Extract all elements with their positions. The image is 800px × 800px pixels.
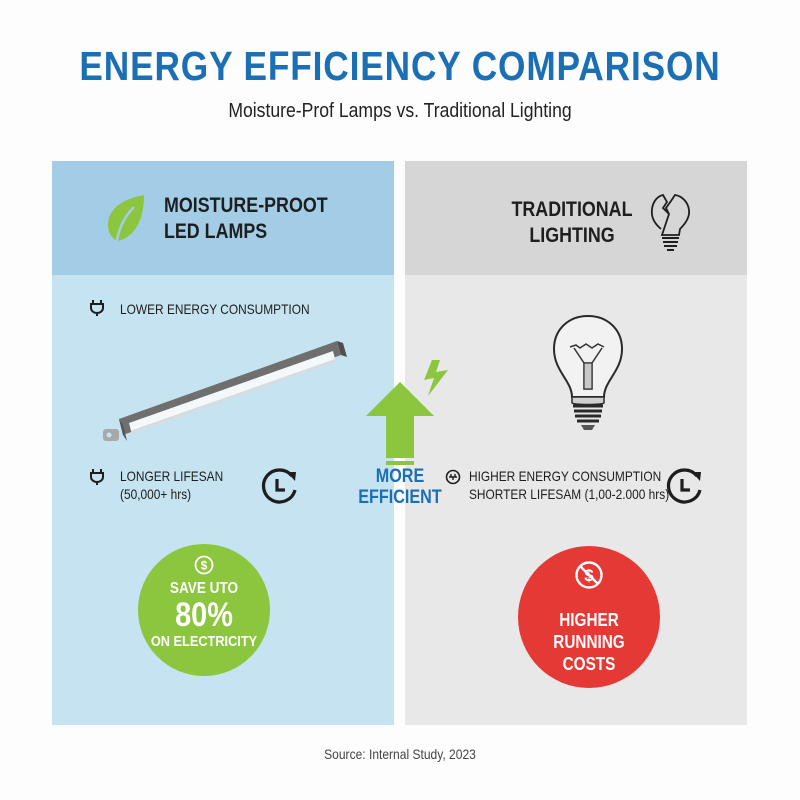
- savings-badge: $ SAVE UTO 80% ON ELECTRICITY: [138, 544, 270, 676]
- efficiency-up-arrow-icon: [366, 382, 434, 466]
- svg-text:$: $: [201, 559, 208, 573]
- led-panel: MOISTURE-PROOT LED LAMPS LOWER ENERGY CO…: [52, 161, 394, 725]
- page-subtitle: Moisture-Prof Lamps vs. Traditional Ligh…: [228, 100, 572, 122]
- more-efficient-line2: EFFICIENT: [358, 487, 442, 508]
- more-efficient-line1: MORE: [375, 466, 425, 487]
- costs-line1: HIGHER: [559, 610, 619, 630]
- traditional-feature-energy: HIGHER ENERGY CONSUMPTION: [469, 468, 662, 484]
- lightning-bolt-icon: [424, 360, 450, 396]
- source-citation: Source: Internal Study, 2023: [324, 746, 476, 762]
- led-feature-lifespan-hours: (50,000+ hrs): [120, 486, 192, 502]
- clock-refresh-icon: [258, 466, 300, 508]
- traditional-panel-header: TRADITIONAL LIGHTING: [405, 161, 747, 275]
- traditional-title-line2: LIGHTING: [529, 224, 615, 247]
- savings-line1: SAVE UTO: [169, 580, 239, 597]
- led-feature-energy: LOWER ENERGY CONSUMPTION: [120, 301, 310, 317]
- traditional-panel: TRADITIONAL LIGHTING HIGHER ENERGY CONSU…: [405, 161, 747, 725]
- led-feature-lifespan: LONGER LIFESAN: [120, 468, 224, 484]
- costs-line2: RUNNING COSTS: [553, 632, 625, 674]
- no-dollar-icon: $: [574, 560, 604, 590]
- clock-refresh-icon: [663, 466, 705, 508]
- traditional-feature-lifespan: SHORTER LIFESAM (1,00-2.000 hrs): [469, 486, 670, 502]
- dollar-icon: $: [194, 555, 214, 575]
- plug-icon: [89, 468, 105, 486]
- led-panel-header: MOISTURE-PROOT LED LAMPS: [52, 161, 394, 275]
- broken-bulb-icon: [648, 191, 694, 253]
- leaf-icon: [104, 193, 146, 249]
- led-title-line1: MOISTURE-PROOT: [164, 194, 328, 217]
- savings-line3: ON ELECTRICITY: [150, 633, 258, 650]
- plug-icon: [89, 299, 105, 317]
- savings-percent: 80%: [175, 596, 233, 634]
- light-bulb-image: [548, 311, 628, 436]
- more-efficient-label: MORE EFFICIENT: [353, 466, 447, 508]
- led-title-line2: LED LAMPS: [164, 220, 268, 243]
- running-costs-badge: $ HIGHER RUNNING COSTS: [518, 546, 660, 688]
- traditional-title-line1: TRADITIONAL: [511, 198, 633, 221]
- plug-circle-icon: [445, 469, 461, 485]
- page-title: ENERGY EFFICIENCY COMPARISON: [79, 43, 721, 89]
- led-tube-lamp-image: [97, 331, 357, 451]
